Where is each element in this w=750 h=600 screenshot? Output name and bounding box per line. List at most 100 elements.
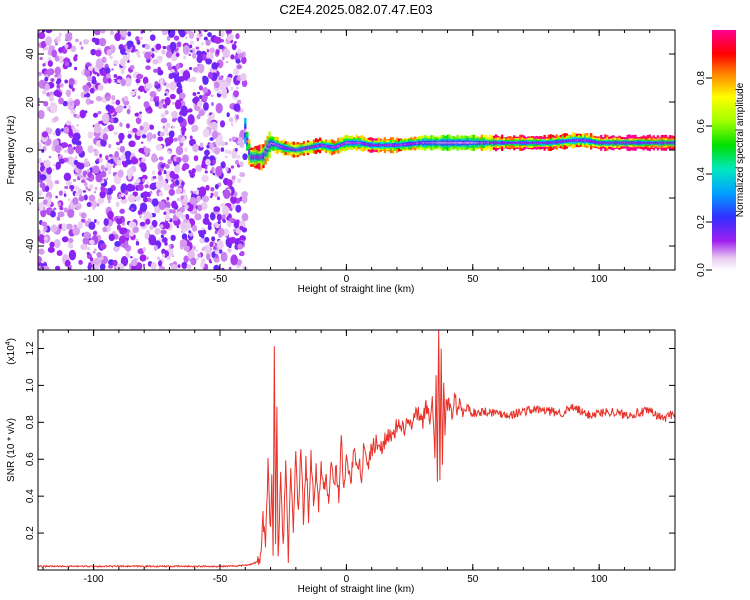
noise-speckle [126,168,134,178]
signal-band [367,143,370,146]
noise-speckle [74,192,80,197]
noise-speckle [211,166,215,172]
noise-speckle [162,253,166,258]
signal-band [450,141,453,144]
noise-speckle [107,170,112,175]
spectrogram-heatmap [38,30,675,270]
noise-speckle [176,87,183,95]
noise-speckle [104,127,109,133]
noise-speckle [95,95,103,102]
noise-speckle [105,95,111,102]
noise-speckle [242,153,248,161]
noise-speckle [82,237,90,245]
signal-band [569,139,573,142]
signal-band [541,142,544,144]
noise-speckle [166,132,169,136]
signal-band [359,142,362,145]
noise-speckle [141,134,147,139]
noise-speckle [78,195,85,202]
noise-speckle [222,219,226,223]
noise-speckle [38,228,41,237]
spectrogram-y-label: Frequency (Hz) [6,116,17,185]
noise-speckle [192,66,199,73]
signal-band [652,142,655,144]
noise-speckle [48,155,52,159]
noise-speckle [205,39,211,46]
noise-speckle [236,64,243,70]
noise-speckle [42,63,46,67]
noise-speckle [86,201,92,207]
x-tick-label: 100 [591,274,608,285]
noise-speckle [115,99,121,105]
noise-speckle [112,259,118,267]
noise-speckle [64,79,69,84]
noise-speckle [68,249,77,261]
y-tick-label: 0.4 [25,489,36,503]
signal-band [403,143,407,146]
noise-speckle [146,110,150,114]
noise-speckle [153,245,158,251]
noise-speckle [124,150,132,158]
noise-speckle [203,102,209,111]
noise-speckle [211,130,219,140]
signal-band [339,144,342,146]
noise-speckle [49,241,55,248]
noise-speckle [236,220,240,225]
noise-speckle [46,166,53,175]
noise-speckle [75,140,82,146]
noise-speckle [65,223,73,230]
noise-speckle [61,223,67,231]
noise-speckle [96,252,102,258]
noise-speckle [210,187,215,192]
noise-speckle [149,97,154,102]
noise-speckle [204,236,210,243]
noise-speckle [100,164,105,171]
noise-speckle [63,172,72,182]
noise-speckle [124,189,129,196]
noise-speckle [85,186,89,191]
noise-speckle [160,81,164,85]
noise-speckle [88,194,96,202]
noise-speckle [166,255,171,261]
noise-speckle [120,255,129,267]
noise-speckle [171,110,179,119]
noise-speckle [119,58,126,67]
noise-speckle [128,231,135,237]
snr-exponent-label: (x104) [5,338,17,365]
noise-speckle [119,145,126,153]
noise-speckle [86,75,93,82]
noise-speckle [96,158,100,162]
noise-speckle [153,68,158,73]
signal-band [638,142,641,144]
signal-band [436,141,439,144]
signal-band [312,145,316,148]
noise-speckle [79,194,82,198]
signal-band [646,141,649,144]
signal-band [602,141,605,144]
noise-speckle [188,53,191,57]
noise-speckle [86,246,91,251]
noise-speckle [53,89,61,97]
noise-speckle [113,233,119,240]
noise-speckle [228,244,232,249]
noise-speckle [138,113,143,119]
noise-speckle [71,87,75,92]
signal-band [375,144,378,146]
noise-speckle [155,43,162,50]
noise-speckle [192,143,199,153]
noise-speckle [43,159,51,169]
noise-speckle [120,30,128,38]
noise-speckle [139,162,147,169]
signal-band [496,141,500,144]
noise-speckle [56,78,62,84]
signal-band [395,144,399,147]
noise-speckle [165,82,170,89]
noise-speckle [213,264,220,270]
signal-band [634,141,637,144]
noise-speckle [47,60,53,67]
snr-frame [37,329,676,571]
noise-speckle [195,189,200,195]
noise-speckle [149,30,152,33]
signal-band [329,146,332,148]
noise-speckle [115,141,121,146]
